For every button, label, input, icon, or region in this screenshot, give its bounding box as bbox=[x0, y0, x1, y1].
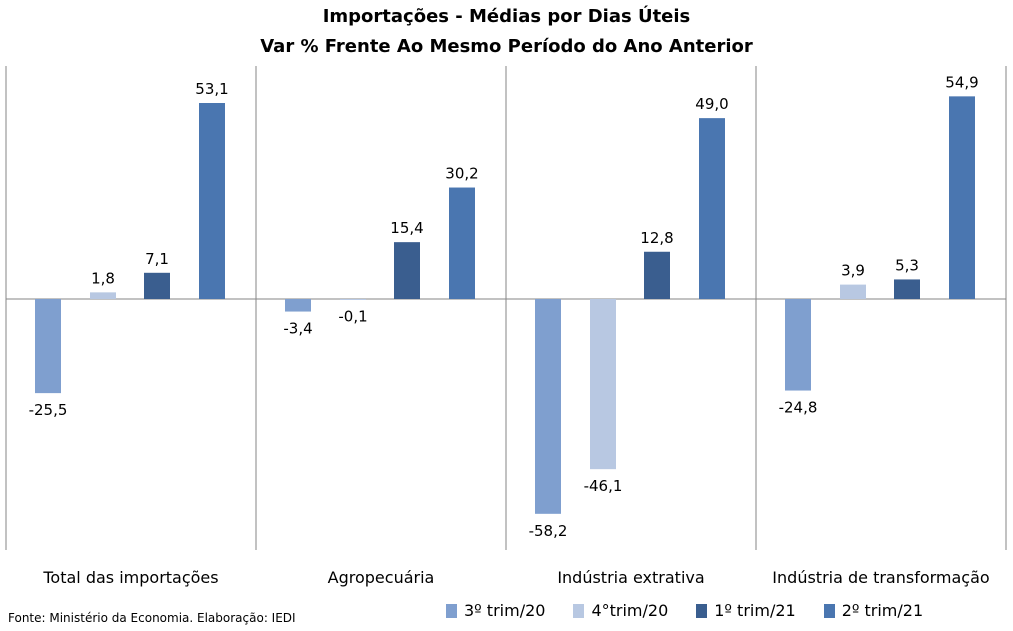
data-label: 7,1 bbox=[145, 250, 169, 268]
legend-item: 3º trim/20 bbox=[446, 601, 545, 620]
bar-1-0 bbox=[90, 292, 116, 299]
legend-item: 4°trim/20 bbox=[573, 601, 668, 620]
category-label: Indústria de transformação bbox=[772, 568, 989, 587]
source-note: Fonte: Ministério da Economia. Elaboraçã… bbox=[8, 611, 296, 625]
bar-2-1 bbox=[394, 242, 420, 299]
data-label: 53,1 bbox=[195, 80, 228, 98]
chart-title: Importações - Médias por Dias Úteis bbox=[322, 6, 691, 27]
legend-label: 2º trim/21 bbox=[841, 601, 924, 620]
category-label: Indústria extrativa bbox=[557, 568, 704, 587]
data-label: -3,4 bbox=[283, 320, 312, 338]
legend-swatch bbox=[823, 603, 835, 618]
data-label: -58,2 bbox=[529, 522, 568, 540]
category-label: Agropecuária bbox=[328, 568, 435, 587]
data-label: -24,8 bbox=[779, 399, 818, 417]
category-label: Total das importações bbox=[42, 568, 218, 587]
data-label: 1,8 bbox=[91, 269, 115, 287]
bar-0-1 bbox=[285, 299, 311, 312]
chart-plot: -25,5 -3,4 -58,2 -24,8 1,8 -0,1 -46,1 3,9 7,1 15,… bbox=[5, 66, 1007, 587]
bar-2-2 bbox=[644, 251, 670, 299]
data-label: 30,2 bbox=[445, 165, 478, 183]
data-label: 3,9 bbox=[841, 262, 865, 280]
bar-1-3 bbox=[840, 284, 866, 299]
bar-1-2 bbox=[590, 299, 616, 470]
bar-3-1 bbox=[449, 187, 475, 299]
legend-swatch bbox=[573, 603, 585, 618]
bar-1-1 bbox=[340, 299, 366, 300]
bar-0-2 bbox=[535, 299, 561, 514]
data-label: 54,9 bbox=[945, 73, 978, 91]
bar-3-0 bbox=[199, 103, 225, 299]
bar-0-3 bbox=[785, 299, 811, 391]
legend-label: 3º trim/20 bbox=[464, 601, 546, 620]
data-label: 49,0 bbox=[695, 95, 728, 113]
legend-item: 1º trim/21 bbox=[696, 601, 796, 620]
data-label: -46,1 bbox=[584, 477, 623, 495]
data-label: 15,4 bbox=[390, 219, 423, 237]
legend-swatch bbox=[446, 603, 457, 618]
data-label: -0,1 bbox=[338, 307, 367, 325]
bar-3-3 bbox=[949, 96, 975, 300]
bar-3-2 bbox=[699, 118, 725, 299]
legend: 3º trim/20 4°trim/20 1º trim/21 2º trim/21 bbox=[446, 601, 951, 620]
chart-subtitle: Var % Frente Ao Mesmo Período do Ano Ant… bbox=[260, 36, 753, 57]
data-label: -25,5 bbox=[29, 401, 68, 419]
legend-item: 2º trim/21 bbox=[823, 601, 924, 620]
data-label: 12,8 bbox=[640, 229, 673, 247]
data-label: 5,3 bbox=[895, 256, 919, 274]
legend-swatch bbox=[696, 603, 708, 618]
legend-label: 4°trim/20 bbox=[591, 601, 669, 620]
bar-0-0 bbox=[35, 299, 61, 394]
legend-label: 1º trim/21 bbox=[714, 601, 796, 620]
bar-2-0 bbox=[144, 272, 170, 299]
bar-2-3 bbox=[894, 279, 920, 299]
